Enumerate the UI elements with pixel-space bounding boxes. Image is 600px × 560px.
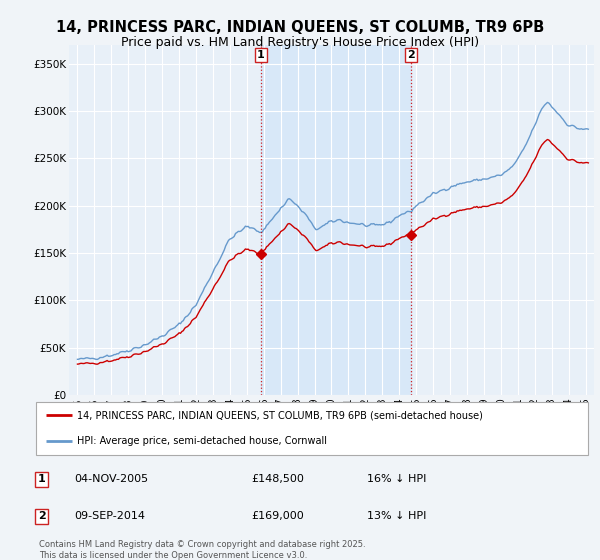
Text: Contains HM Land Registry data © Crown copyright and database right 2025.
This d: Contains HM Land Registry data © Crown c… [39, 540, 365, 560]
Text: 2: 2 [38, 511, 46, 521]
Text: 1: 1 [257, 50, 265, 60]
FancyBboxPatch shape [36, 402, 588, 455]
Text: 04-NOV-2005: 04-NOV-2005 [74, 474, 149, 484]
Text: 1: 1 [38, 474, 46, 484]
Text: 16% ↓ HPI: 16% ↓ HPI [367, 474, 427, 484]
Text: 13% ↓ HPI: 13% ↓ HPI [367, 511, 427, 521]
Text: 2: 2 [407, 50, 415, 60]
Bar [261, 45, 411, 395]
Text: 14, PRINCESS PARC, INDIAN QUEENS, ST COLUMB, TR9 6PB: 14, PRINCESS PARC, INDIAN QUEENS, ST COL… [56, 20, 544, 35]
Text: HPI: Average price, semi-detached house, Cornwall: HPI: Average price, semi-detached house,… [77, 436, 328, 446]
Text: £148,500: £148,500 [251, 474, 304, 484]
Text: 09-SEP-2014: 09-SEP-2014 [74, 511, 146, 521]
Text: 14, PRINCESS PARC, INDIAN QUEENS, ST COLUMB, TR9 6PB (semi-detached house): 14, PRINCESS PARC, INDIAN QUEENS, ST COL… [77, 410, 483, 421]
Text: £169,000: £169,000 [251, 511, 304, 521]
Text: Price paid vs. HM Land Registry's House Price Index (HPI): Price paid vs. HM Land Registry's House … [121, 36, 479, 49]
